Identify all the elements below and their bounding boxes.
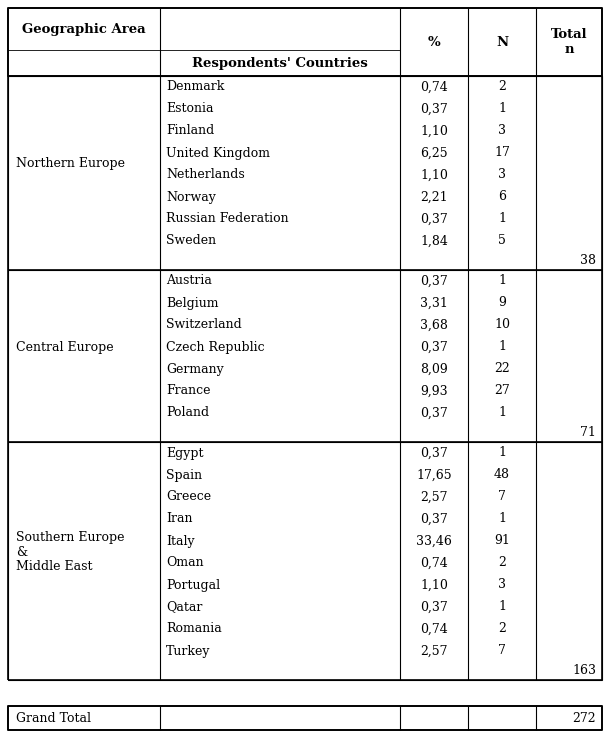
Text: 6: 6 xyxy=(498,190,506,204)
Text: 0,37: 0,37 xyxy=(420,407,448,419)
Text: Czech Republic: Czech Republic xyxy=(166,340,265,354)
Text: Respondents' Countries: Respondents' Countries xyxy=(192,57,368,69)
Text: 1: 1 xyxy=(498,275,506,288)
Text: United Kingdom: United Kingdom xyxy=(166,147,270,159)
Bar xyxy=(8,8,602,76)
Text: 1: 1 xyxy=(498,103,506,116)
Text: 22: 22 xyxy=(494,362,510,376)
Text: 0,74: 0,74 xyxy=(420,80,448,94)
Text: 0,37: 0,37 xyxy=(420,512,448,525)
Text: 1: 1 xyxy=(498,407,506,419)
Text: 5: 5 xyxy=(498,235,506,247)
Text: 1: 1 xyxy=(498,340,506,354)
Text: 38: 38 xyxy=(580,255,596,267)
Text: Total
n: Total n xyxy=(551,28,587,56)
Text: 2: 2 xyxy=(498,622,506,635)
Text: 1,10: 1,10 xyxy=(420,579,448,591)
Text: 3,68: 3,68 xyxy=(420,319,448,331)
Text: Finland: Finland xyxy=(166,125,214,137)
Text: 3,31: 3,31 xyxy=(420,297,448,309)
Text: 91: 91 xyxy=(494,534,510,548)
Text: 7: 7 xyxy=(498,644,506,658)
Text: Poland: Poland xyxy=(166,407,209,419)
Text: Belgium: Belgium xyxy=(166,297,218,309)
Text: Netherlands: Netherlands xyxy=(166,168,245,182)
Text: 2,57: 2,57 xyxy=(420,644,448,658)
Text: Egypt: Egypt xyxy=(166,446,204,460)
Bar xyxy=(8,442,602,680)
Text: 163: 163 xyxy=(572,664,596,677)
Text: 10: 10 xyxy=(494,319,510,331)
Text: Italy: Italy xyxy=(166,534,195,548)
Text: 0,37: 0,37 xyxy=(420,103,448,116)
Text: 17: 17 xyxy=(494,147,510,159)
Text: 1,10: 1,10 xyxy=(420,125,448,137)
Text: 0,37: 0,37 xyxy=(420,340,448,354)
Text: 1: 1 xyxy=(498,213,506,226)
Text: Greece: Greece xyxy=(166,491,211,503)
Text: Russian Federation: Russian Federation xyxy=(166,213,289,226)
Bar xyxy=(8,270,602,442)
Text: 3: 3 xyxy=(498,125,506,137)
Text: Spain: Spain xyxy=(166,469,202,481)
Text: 0,74: 0,74 xyxy=(420,556,448,570)
Text: 8,09: 8,09 xyxy=(420,362,448,376)
Text: 2: 2 xyxy=(498,556,506,570)
Text: Denmark: Denmark xyxy=(166,80,224,94)
Text: N: N xyxy=(496,35,508,49)
Text: 2: 2 xyxy=(498,80,506,94)
Text: Turkey: Turkey xyxy=(166,644,210,658)
Text: Geographic Area: Geographic Area xyxy=(22,22,146,35)
Text: %: % xyxy=(428,35,440,49)
Bar xyxy=(8,706,602,730)
Text: 0,37: 0,37 xyxy=(420,275,448,288)
Text: 9,93: 9,93 xyxy=(420,384,448,398)
Text: Sweden: Sweden xyxy=(166,235,216,247)
Text: 7: 7 xyxy=(498,491,506,503)
Text: 2,57: 2,57 xyxy=(420,491,448,503)
Text: Iran: Iran xyxy=(166,512,193,525)
Text: France: France xyxy=(166,384,210,398)
Text: 1: 1 xyxy=(498,601,506,613)
Text: Northern Europe: Northern Europe xyxy=(16,157,125,170)
Text: 27: 27 xyxy=(494,384,510,398)
Text: Southern Europe
&
Middle East: Southern Europe & Middle East xyxy=(16,531,124,573)
Text: Romania: Romania xyxy=(166,622,222,635)
Text: 6,25: 6,25 xyxy=(420,147,448,159)
Text: 1: 1 xyxy=(498,446,506,460)
Text: Portugal: Portugal xyxy=(166,579,220,591)
Text: Switzerland: Switzerland xyxy=(166,319,242,331)
Text: 2,21: 2,21 xyxy=(420,190,448,204)
Text: Qatar: Qatar xyxy=(166,601,203,613)
Text: 0,74: 0,74 xyxy=(420,622,448,635)
Text: 0,37: 0,37 xyxy=(420,601,448,613)
Text: 33,46: 33,46 xyxy=(416,534,452,548)
Text: Austria: Austria xyxy=(166,275,212,288)
Text: 272: 272 xyxy=(572,711,596,725)
Text: 3: 3 xyxy=(498,579,506,591)
Text: 1,10: 1,10 xyxy=(420,168,448,182)
Text: Norway: Norway xyxy=(166,190,216,204)
Text: 9: 9 xyxy=(498,297,506,309)
Text: Germany: Germany xyxy=(166,362,224,376)
Text: 17,65: 17,65 xyxy=(416,469,452,481)
Text: 71: 71 xyxy=(580,427,596,440)
Text: Central Europe: Central Europe xyxy=(16,340,113,354)
Text: 48: 48 xyxy=(494,469,510,481)
Text: Grand Total: Grand Total xyxy=(16,711,91,725)
Text: Oman: Oman xyxy=(166,556,204,570)
Text: 1,84: 1,84 xyxy=(420,235,448,247)
Text: 1: 1 xyxy=(498,512,506,525)
Text: 3: 3 xyxy=(498,168,506,182)
Bar xyxy=(8,76,602,270)
Text: 0,37: 0,37 xyxy=(420,213,448,226)
Text: 0,37: 0,37 xyxy=(420,446,448,460)
Text: Estonia: Estonia xyxy=(166,103,214,116)
